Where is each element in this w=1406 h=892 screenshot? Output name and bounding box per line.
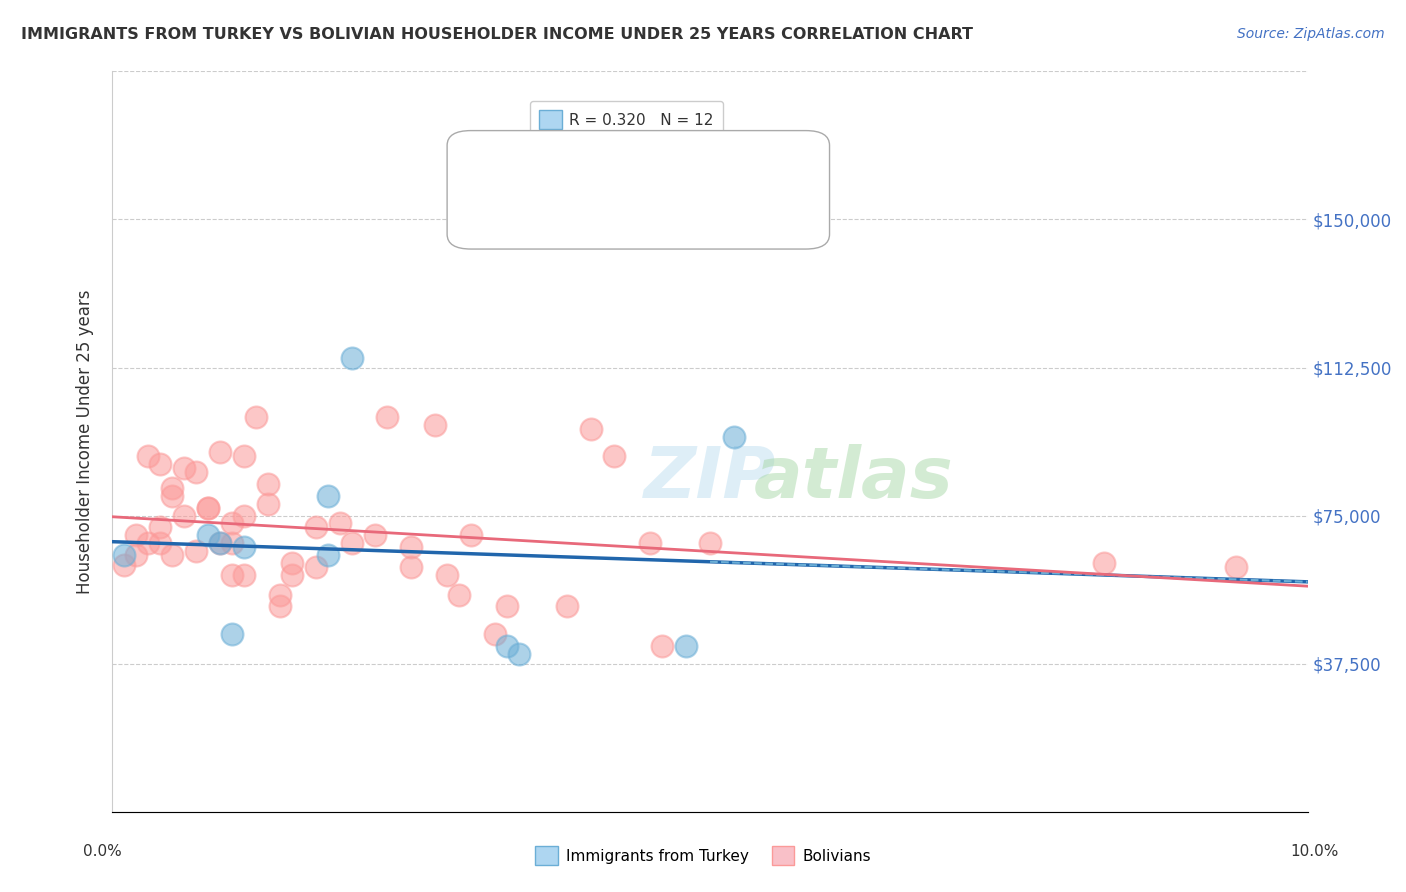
Point	[484, 627, 506, 641]
Text: Source: ZipAtlas.com: Source: ZipAtlas.com	[1237, 27, 1385, 41]
Point	[114, 558, 135, 572]
Legend: R = 0.320   N = 12, R = 0.048   N = 54: R = 0.320 N = 12, R = 0.048 N = 54	[530, 101, 723, 163]
Point	[316, 489, 339, 503]
Point	[1225, 560, 1247, 574]
Point	[496, 599, 519, 614]
Point	[149, 457, 172, 471]
Point	[257, 497, 280, 511]
Point	[460, 528, 482, 542]
Point	[496, 639, 519, 653]
Point	[233, 450, 256, 464]
Point	[233, 540, 256, 554]
Point	[340, 536, 363, 550]
Point	[221, 567, 243, 582]
Point	[329, 516, 352, 531]
Point	[579, 422, 602, 436]
Point	[305, 520, 328, 534]
Point	[603, 450, 626, 464]
Point	[425, 417, 447, 432]
Point	[209, 536, 232, 550]
Point	[269, 599, 291, 614]
Point	[436, 567, 458, 582]
Point	[197, 528, 219, 542]
Point	[245, 409, 267, 424]
Point	[125, 528, 148, 542]
Point	[723, 429, 745, 443]
Text: 10.0%: 10.0%	[1291, 845, 1339, 859]
Point	[114, 548, 135, 562]
Point	[555, 599, 578, 614]
Point	[699, 536, 721, 550]
Point	[149, 520, 172, 534]
Point	[186, 544, 208, 558]
Point	[364, 528, 387, 542]
Point	[508, 647, 530, 661]
Point	[449, 588, 471, 602]
Point	[186, 465, 208, 479]
Y-axis label: Householder Income Under 25 years: Householder Income Under 25 years	[76, 289, 94, 594]
Point	[162, 481, 183, 495]
Point	[162, 548, 183, 562]
Point	[401, 560, 423, 574]
Point	[281, 556, 304, 570]
Point	[125, 548, 148, 562]
Text: IMMIGRANTS FROM TURKEY VS BOLIVIAN HOUSEHOLDER INCOME UNDER 25 YEARS CORRELATION: IMMIGRANTS FROM TURKEY VS BOLIVIAN HOUSE…	[21, 27, 973, 42]
Point	[221, 516, 243, 531]
Point	[197, 500, 219, 515]
Point	[640, 536, 662, 550]
Point	[221, 536, 243, 550]
Point	[138, 536, 160, 550]
Point	[221, 627, 243, 641]
Point	[233, 508, 256, 523]
Point	[316, 548, 339, 562]
Point	[675, 639, 697, 653]
Point	[401, 540, 423, 554]
Text: ZIP: ZIP	[644, 444, 776, 513]
FancyBboxPatch shape	[447, 130, 830, 249]
Point	[173, 461, 195, 475]
Point	[138, 450, 160, 464]
Point	[197, 500, 219, 515]
Point	[257, 477, 280, 491]
Point	[209, 445, 232, 459]
Point	[651, 639, 673, 653]
Point	[305, 560, 328, 574]
Point	[1094, 556, 1116, 570]
Point	[209, 536, 232, 550]
Point	[281, 567, 304, 582]
Point	[149, 536, 172, 550]
Point	[233, 567, 256, 582]
Point	[269, 588, 291, 602]
Legend: Immigrants from Turkey, Bolivians: Immigrants from Turkey, Bolivians	[529, 840, 877, 871]
Point	[340, 351, 363, 365]
Point	[162, 489, 183, 503]
Text: atlas: atlas	[754, 444, 953, 513]
Point	[173, 508, 195, 523]
Point	[377, 409, 399, 424]
Text: 0.0%: 0.0%	[83, 845, 122, 859]
